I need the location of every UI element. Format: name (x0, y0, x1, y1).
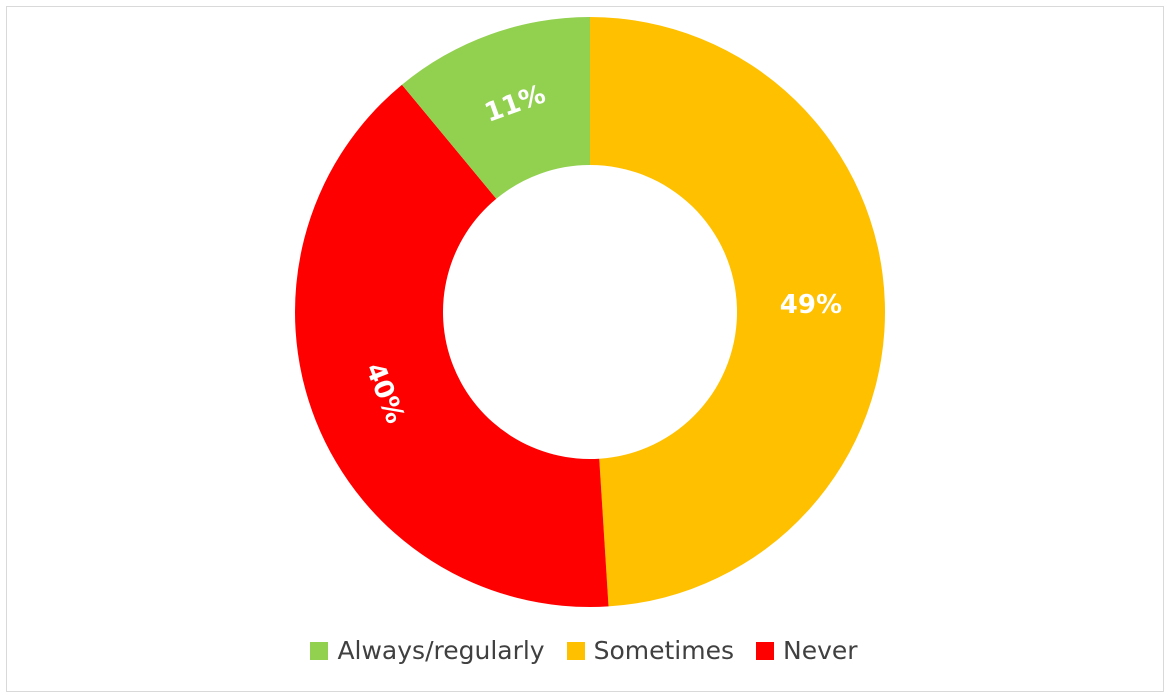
slice-never (295, 84, 609, 607)
legend-item-never: Never (756, 636, 858, 665)
legend-label-never: Never (783, 636, 858, 665)
legend-swatch-never (756, 641, 775, 660)
slice-sometimes (590, 17, 885, 607)
legend-label-always-regularly: Always/regularly (337, 636, 545, 665)
legend-swatch-sometimes (566, 641, 585, 660)
legend-item-sometimes: Sometimes (566, 636, 735, 665)
legend-item-always-regularly: Always/regularly (310, 636, 545, 665)
slice-always-regularly (401, 17, 590, 199)
legend-label-sometimes: Sometimes (593, 636, 735, 665)
legend: Always/regularly Sometimes Never (0, 636, 1168, 665)
legend-swatch-always-regularly (310, 641, 329, 660)
donut-slices (295, 17, 885, 607)
slice-label-sometimes: 49% (780, 290, 842, 320)
